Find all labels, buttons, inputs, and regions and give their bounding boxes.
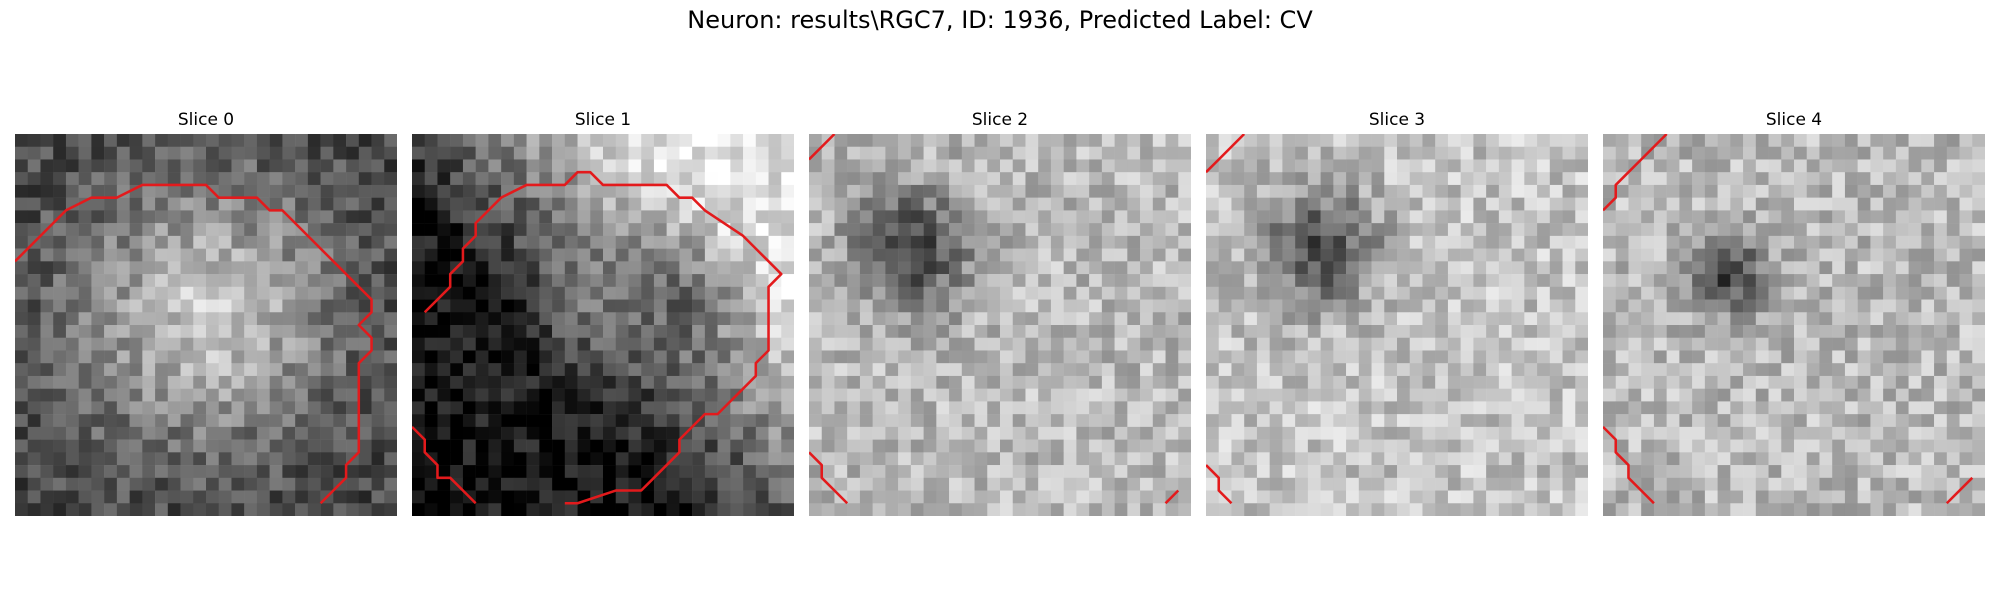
slice-image-1 (412, 134, 794, 516)
slice-image-4 (1603, 134, 1985, 516)
contour-line-4-2 (1945, 476, 1974, 505)
contour-line-0-0 (15, 183, 373, 505)
contour-line-3-0 (1206, 134, 1246, 174)
slice-panel-2: Slice 2 (809, 106, 1191, 516)
contour-line-2-2 (1164, 489, 1180, 505)
contour-line-4-0 (1603, 134, 1668, 212)
slice-panel-3: Slice 3 (1206, 106, 1588, 516)
slice-title-2: Slice 2 (971, 110, 1029, 130)
slice-panel-4: Slice 4 (1603, 106, 1985, 516)
contour-line-1-1 (412, 425, 477, 505)
slice-title-0: Slice 0 (177, 110, 235, 130)
slice-title-4: Slice 4 (1765, 110, 1823, 130)
contour-line-1-0 (423, 170, 783, 505)
contour-line-3-1 (1206, 464, 1233, 505)
contour-line-4-1 (1603, 425, 1655, 505)
contour-line-2-1 (809, 451, 849, 505)
contour-line-2-0 (809, 134, 836, 161)
slice-title-1: Slice 1 (574, 110, 632, 130)
slice-title-3: Slice 3 (1368, 110, 1426, 130)
slice-panel-0: Slice 0 (15, 106, 397, 516)
slice-image-3 (1206, 134, 1588, 516)
figure-title: Neuron: results\RGC7, ID: 1936, Predicte… (687, 6, 1313, 34)
slice-panel-1: Slice 1 (412, 106, 794, 516)
slice-image-0 (15, 134, 397, 516)
slice-image-2 (809, 134, 1191, 516)
